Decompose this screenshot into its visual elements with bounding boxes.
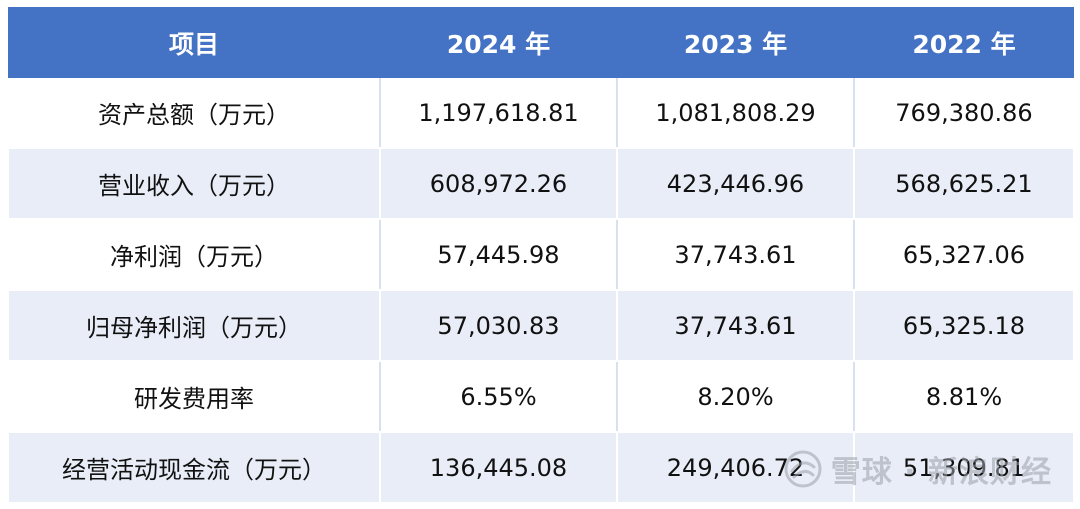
- cell-2022: 65,327.06: [853, 219, 1075, 291]
- financial-data-table: 项目 2024 年 2023 年 2022 年 资产总额（万元） 1,197,6…: [7, 7, 1075, 504]
- cell-2023: 1,081,808.29: [616, 78, 855, 149]
- table-row: 研发费用率 6.55% 8.20% 8.81%: [7, 361, 1075, 433]
- table-row: 资产总额（万元） 1,197,618.81 1,081,808.29 769,3…: [7, 78, 1075, 149]
- cell-2023: 423,446.96: [616, 148, 855, 220]
- cell-2024: 6.55%: [379, 361, 618, 433]
- header-year-2022: 2022 年: [854, 7, 1074, 78]
- cell-2024: 608,972.26: [379, 148, 618, 220]
- table-row: 营业收入（万元） 608,972.26 423,446.96 568,625.2…: [7, 148, 1075, 220]
- cell-2023: 8.20%: [616, 361, 855, 433]
- header-item: 项目: [8, 7, 380, 78]
- cell-2024: 57,445.98: [379, 219, 618, 291]
- data-table-container: 项目 2024 年 2023 年 2022 年 资产总额（万元） 1,197,6…: [7, 7, 1075, 504]
- cell-2023: 37,743.61: [616, 219, 855, 291]
- table-row: 归母净利润（万元） 57,030.83 37,743.61 65,325.18: [7, 290, 1075, 362]
- table-row: 经营活动现金流（万元） 136,445.08 249,406.72 51,309…: [7, 432, 1075, 504]
- cell-2022: 51,309.81: [853, 432, 1075, 504]
- table-header-row: 项目 2024 年 2023 年 2022 年: [8, 7, 1074, 78]
- cell-2023: 37,743.61: [616, 290, 855, 362]
- cell-2022: 568,625.21: [853, 148, 1075, 220]
- row-label: 营业收入（万元）: [7, 148, 381, 220]
- row-label: 研发费用率: [7, 361, 381, 433]
- cell-2022: 8.81%: [853, 361, 1075, 433]
- table-row: 净利润（万元） 57,445.98 37,743.61 65,327.06: [7, 219, 1075, 291]
- row-label: 归母净利润（万元）: [7, 290, 381, 362]
- header-year-2024: 2024 年: [380, 7, 617, 78]
- cell-2023: 249,406.72: [616, 432, 855, 504]
- row-label: 净利润（万元）: [7, 219, 381, 291]
- row-label: 资产总额（万元）: [7, 78, 381, 149]
- cell-2022: 65,325.18: [853, 290, 1075, 362]
- cell-2022: 769,380.86: [853, 78, 1075, 149]
- cell-2024: 1,197,618.81: [379, 78, 618, 149]
- cell-2024: 136,445.08: [379, 432, 618, 504]
- row-label: 经营活动现金流（万元）: [7, 432, 381, 504]
- header-year-2023: 2023 年: [617, 7, 854, 78]
- cell-2024: 57,030.83: [379, 290, 618, 362]
